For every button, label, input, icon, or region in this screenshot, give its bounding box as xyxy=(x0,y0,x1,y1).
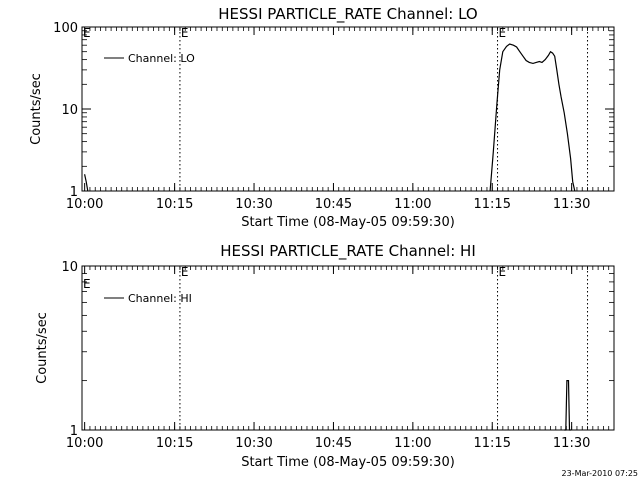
x-tick-label-4: 11:00 xyxy=(394,436,431,451)
y-tick-label-0: 1 xyxy=(70,185,78,200)
event-label-1: E xyxy=(499,265,507,279)
x-tick-label-2: 10:30 xyxy=(235,436,272,451)
y-tick-label-0: 1 xyxy=(70,424,78,439)
lo-legend-label: Channel: LO xyxy=(128,52,195,65)
y-tick-label-1: 10 xyxy=(61,103,78,118)
lo-x-axis-label: Start Time (08-May-05 09:59:30) xyxy=(241,215,455,230)
hi-panel: HESSI PARTICLE_RATE Channel: HI Counts/s… xyxy=(35,242,615,470)
lo-chart-title: HESSI PARTICLE_RATE Channel: LO xyxy=(218,5,477,24)
x-tick-label-1: 10:15 xyxy=(156,436,193,451)
event-label-0: E xyxy=(181,26,189,40)
x-tick-label-6: 11:30 xyxy=(553,197,590,212)
x-tick-label-0: 10:00 xyxy=(66,197,103,212)
x-tick-label-5: 11:15 xyxy=(474,197,511,212)
lo-y-axis-label: Counts/sec xyxy=(29,73,44,145)
hi-chart-title: HESSI PARTICLE_RATE Channel: HI xyxy=(220,242,476,261)
x-tick-label-4: 11:00 xyxy=(394,197,431,212)
event-label-1: E xyxy=(499,26,507,40)
hi-plot-frame xyxy=(81,265,615,431)
hi-x-axis-label: Start Time (08-May-05 09:59:30) xyxy=(241,455,455,470)
x-tick-label-2: 10:30 xyxy=(235,197,272,212)
x-tick-label-3: 10:45 xyxy=(315,436,352,451)
x-tick-label-3: 10:45 xyxy=(315,197,352,212)
event-label-start: E xyxy=(83,26,91,40)
event-label-0: E xyxy=(181,265,189,279)
hi-y-axis-label: Counts/sec xyxy=(35,312,50,384)
x-tick-label-5: 11:15 xyxy=(474,436,511,451)
y-tick-label-2: 100 xyxy=(53,21,78,36)
x-tick-label-1: 10:15 xyxy=(156,197,193,212)
hi-legend-label: Channel: HI xyxy=(128,292,192,305)
x-tick-label-6: 11:30 xyxy=(553,436,590,451)
event-label-start: E xyxy=(83,277,91,291)
y-tick-label-1: 10 xyxy=(61,260,78,275)
lo-panel: HESSI PARTICLE_RATE Channel: LO Counts/s… xyxy=(29,5,615,230)
x-tick-label-0: 10:00 xyxy=(66,436,103,451)
series-line-0 xyxy=(564,380,572,431)
generation-timestamp: 23-Mar-2010 07:25 xyxy=(562,469,639,478)
series-line-0 xyxy=(84,174,89,192)
series-line-1 xyxy=(489,43,576,192)
